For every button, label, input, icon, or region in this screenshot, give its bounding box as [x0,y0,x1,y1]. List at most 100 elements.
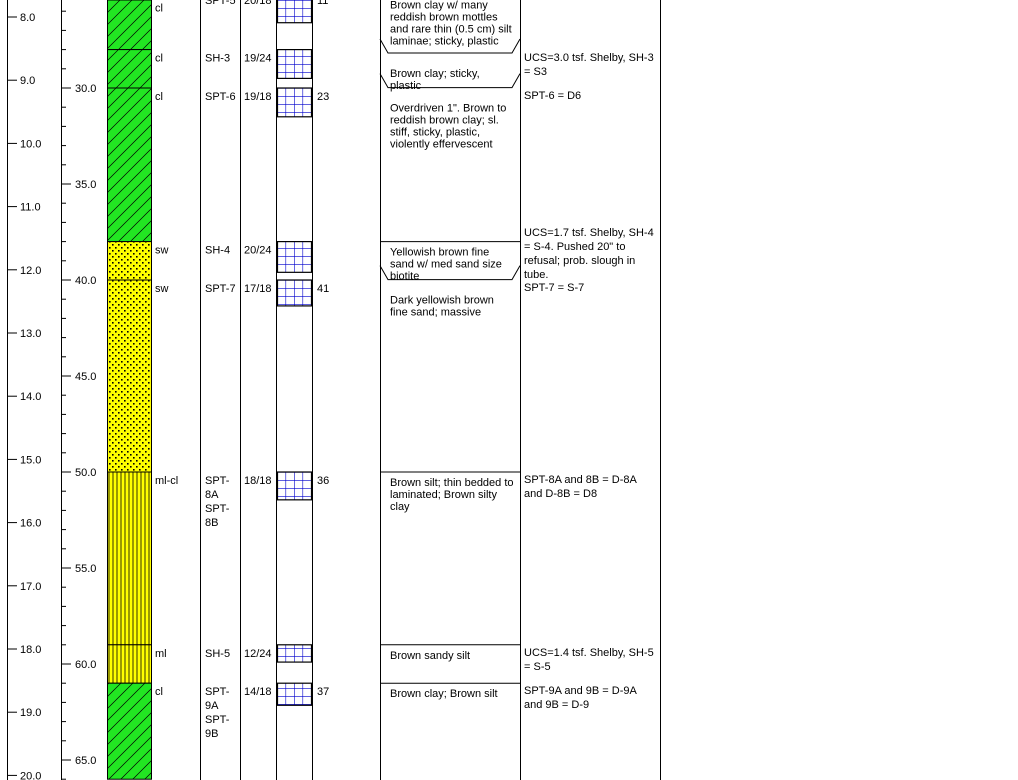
description-text: Brown clay; Brown silt [390,688,498,700]
sample-interval-box [276,471,313,501]
soil-layer-clay-hatch [107,87,152,243]
description-text: Dark yellowish brown [390,295,494,307]
description-text: violently effervescent [390,139,493,151]
description-text: reddish brown clay; sl. [390,115,499,127]
meter-tick-label: 11.0 [20,202,41,214]
description-text: Overdriven 1". Brown to [390,103,506,115]
description-text: fine sand; massive [390,307,481,319]
meter-tick-label: 19.0 [20,707,41,719]
description-text: biotite [390,271,419,283]
description-boundary [379,38,521,54]
sample-recovery: 20/24 [244,245,272,257]
remark-text: = S-5 [524,661,551,673]
blow-count: 36 [317,475,329,487]
description-text: and rare thin (0.5 cm) silt [390,23,512,35]
description-text: reddish brown mottles [390,11,498,23]
meter-tick-label: 18.0 [20,644,41,656]
feet-tick-label: 30.0 [75,83,96,95]
sample-recovery: 12/24 [244,648,272,660]
description-boundary [379,265,521,281]
sample-interval-box [276,644,313,663]
sample-interval-box [276,682,313,706]
column-lines [200,0,661,780]
uscs-symbol: ml-cl [155,475,178,487]
remark-text: SPT-6 = D6 [524,90,581,102]
meter-tick-label: 20.0 [20,770,41,780]
meter-tick-label: 12.0 [20,265,41,277]
blow-count: 23 [317,91,329,103]
sample-id: SPT-7 [205,283,236,295]
remark-text: SPT-9A and 9B = D-9A [524,685,637,697]
soil-layer-clay-hatch [107,682,152,780]
remark-text: and 9B = D-9 [524,699,589,711]
sample-interval-box [276,48,313,79]
remark-text: UCS=1.7 tsf. Shelby, SH-4 [524,227,654,239]
sample-id: 9A [205,700,219,712]
description-text: Brown sandy silt [390,650,470,662]
feet-tick-label: 55.0 [75,563,96,575]
description-text: Brown clay; sticky, [390,68,480,80]
feet-tick-label: 35.0 [75,179,96,191]
meter-tick-label: 10.0 [20,138,41,150]
description-text: Yellowish brown fine [390,247,489,259]
meter-tick-label: 8.0 [20,12,35,24]
remark-text: and D-8B = D8 [524,488,597,500]
description-boundary [379,73,521,89]
uscs-symbol: ml [155,648,167,660]
sample-interval-box [276,87,313,118]
remarks-column: UCS=1.2 tsf. SPT-5 = D5UCS=3.0 tsf. Shel… [524,52,654,711]
description-text: sand w/ med sand size [390,259,502,271]
sample-id: SH-3 [205,53,230,65]
description-text: plastic [390,80,422,92]
meter-tick-label: 14.0 [20,391,41,403]
sample-id: 8B [205,517,218,529]
remark-text: refusal; prob. slough in [524,255,635,267]
sample-id: SPT- [205,686,230,698]
blow-count: 37 [317,686,329,698]
remark-text: UCS=3.0 tsf. Shelby, SH-3 [524,52,654,64]
remark-text: SPT-7 = S-7 [524,282,584,294]
soil-layer-silt-lines [107,644,152,684]
soil-layer-clay-hatch [107,0,152,51]
feet-tick-label: 50.0 [75,467,96,479]
blow-count: 41 [317,283,329,295]
meter-tick-label: 17.0 [20,581,41,593]
description-text: stiff, sticky, plastic, [390,127,480,139]
sample-id: SPT- [205,714,230,726]
description-text: laminated; Brown silty [390,489,497,501]
sample-interval-box [276,241,313,273]
uscs-symbol: cl [155,3,163,15]
feet-tick-label: 40.0 [75,275,96,287]
uscs-symbol: sw [155,245,169,257]
meter-tick-label: 15.0 [20,454,41,466]
sample-id: SH-5 [205,648,230,660]
lithology-column: cl cl cl sw sw ml-cl ml cl [107,0,178,780]
sample-id: 8A [205,489,219,501]
sample-id: SPT- [205,475,230,487]
remark-text: SPT-8A and 8B = D-8A [524,474,637,486]
sample-interval-box [276,0,313,24]
description-text: clay [390,501,410,513]
sample-recovery: 14/18 [244,686,272,698]
meter-tick-label: 9.0 [20,75,35,87]
sample-id: 9B [205,728,218,740]
remark-text: = S-4. Pushed 20" to [524,241,625,253]
descriptions-column: Sampler overdriven 2".Brown clay w/ many… [379,0,521,700]
remark-text: = S3 [524,66,547,78]
sample-id: SPT-5 [205,0,236,7]
remark-text: tube. [524,269,548,281]
depth-scales: 8.0 9.0 10.0 11.0 12.0 13.0 14.0 15.0 16.0 17.0 18… [7,0,96,780]
soil-layer-sand-dots [107,279,152,473]
feet-tick-label: 45.0 [75,371,96,383]
sample-interval-box [276,279,313,307]
soil-layer-clay-hatch [107,49,152,89]
blow-count: 11 [317,0,328,7]
uscs-symbol: cl [155,91,163,103]
remark-text: UCS=1.4 tsf. Shelby, SH-5 [524,647,654,659]
sample-recovery: 18/18 [244,475,272,487]
meter-tick-label: 16.0 [20,518,41,530]
sample-id: SH-4 [205,245,230,257]
sample-id: SPT- [205,503,230,515]
description-text: Brown clay w/ many [390,0,488,11]
